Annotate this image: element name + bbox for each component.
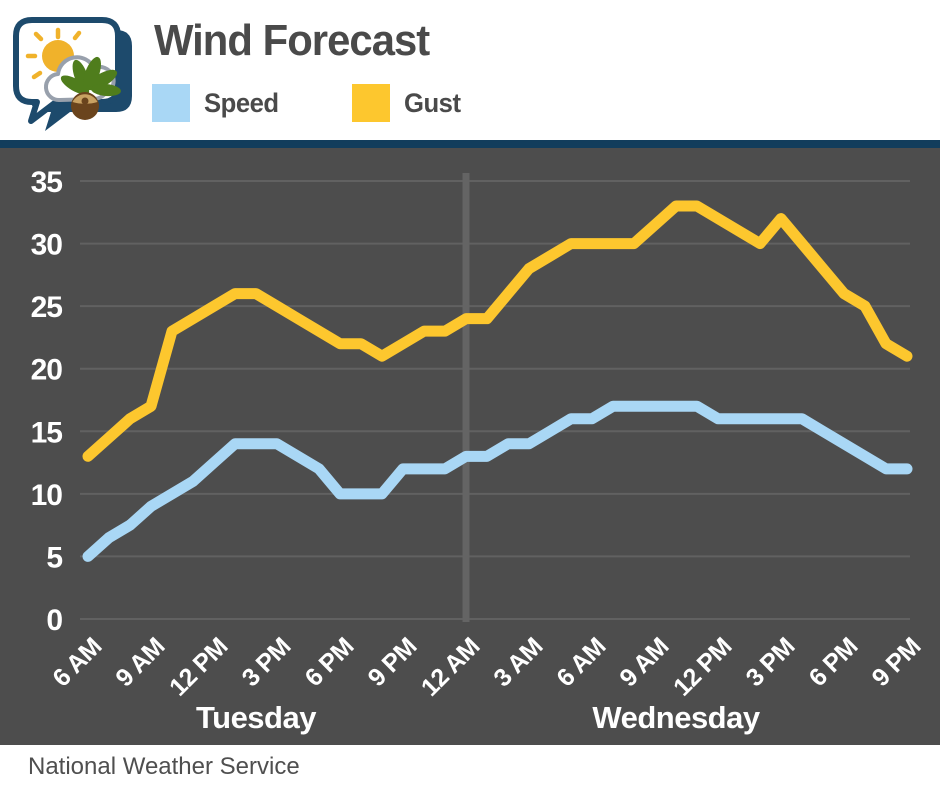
x-axis-label: 6 PM: [804, 632, 864, 692]
x-axis-label: 9 AM: [110, 632, 170, 692]
speed-line: [82, 400, 913, 562]
x-axis-label: 6 PM: [300, 632, 360, 692]
y-axis-label: 10: [31, 479, 63, 512]
chart-legend: Speed Gust: [152, 84, 912, 124]
x-axis-label: 12 PM: [164, 632, 233, 701]
header: Wind Forecast Speed Gust: [0, 0, 940, 140]
y-axis-label: 15: [31, 416, 63, 449]
legend-label-gust: Gust: [404, 87, 461, 118]
day-label: Wednesday: [592, 700, 760, 735]
x-axis-label: 3 PM: [237, 632, 297, 692]
day-label: Tuesday: [196, 700, 317, 735]
legend-item-gust: Gust: [352, 84, 464, 122]
gust-line: [82, 200, 913, 462]
x-axis-label: 12 PM: [668, 632, 737, 701]
y-axis-label: 20: [31, 354, 63, 387]
x-axis-label: 3 AM: [488, 632, 548, 692]
wind-chart: 0 5 10 15 20 25 30 35 6 AM 9 AM 12 PM 3 PM 6 PM 9 PM 1…: [0, 148, 940, 745]
divider-bar: [0, 140, 940, 148]
x-axis-label: 3 PM: [741, 632, 801, 692]
nws-office-logo: [13, 17, 132, 131]
y-axis-label: 35: [31, 166, 63, 199]
x-axis-label: 12 AM: [416, 632, 485, 701]
x-axis-label: 9 PM: [363, 632, 423, 692]
y-axis-label: 30: [31, 229, 63, 262]
x-axis-label: 9 AM: [614, 632, 674, 692]
buckeye-leaf-icon: [60, 56, 121, 97]
legend-item-speed: Speed: [152, 84, 283, 122]
legend-label-speed: Speed: [204, 87, 279, 118]
buckeye-nut-icon: [71, 92, 99, 120]
y-axis-label: 5: [46, 541, 62, 574]
y-axis-label: 0: [46, 604, 62, 637]
x-axis-label: 6 AM: [551, 632, 611, 692]
page-title: Wind Forecast: [154, 16, 430, 65]
speed-color-swatch: [152, 84, 190, 122]
attribution-text: National Weather Service: [28, 753, 300, 780]
x-axis-label: 9 PM: [867, 632, 927, 692]
footer: National Weather Service: [0, 745, 940, 788]
y-axis-label: 25: [31, 291, 63, 324]
x-axis-label: 6 AM: [47, 632, 107, 692]
gust-color-swatch: [352, 84, 390, 122]
